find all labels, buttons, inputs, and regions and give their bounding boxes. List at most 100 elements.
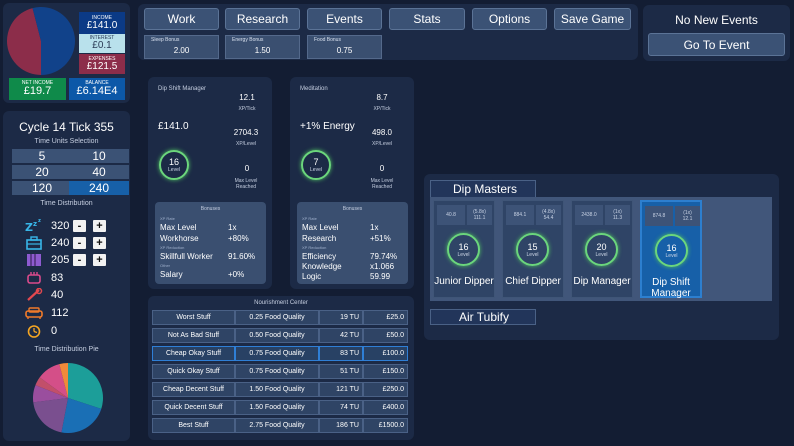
nourishment-row[interactable]: Best Stuff 2.75 Food Quality 186 TU £1500.0 (152, 418, 408, 433)
career-card[interactable]: 2438.0 (1x) 11.3 20 Level Dip Manager (571, 200, 633, 298)
nourishment-row[interactable]: Cheap Okay Stuff 0.75 Food Quality 83 TU £1… (152, 346, 408, 361)
food-icon (27, 272, 41, 284)
events-status: No New Events (675, 13, 758, 27)
job-xp-tick: 12.1 (239, 93, 255, 102)
job-xp-level: 2704.3 (233, 128, 259, 137)
study-minus-button[interactable]: - (73, 254, 86, 266)
food-bonus-label: Food Bonus (314, 37, 341, 43)
time-pie-slice-0 (68, 363, 103, 409)
skill-title: Meditation (300, 86, 328, 92)
card-stat-b-value: 11.3 (612, 215, 623, 221)
card-level-label: Level (665, 252, 678, 259)
skill-max-level-reached-label: Max Level Reached (370, 178, 394, 190)
nourishment-row[interactable]: Quick Decent Stuff 1.50 Food Quality 74 TU… (152, 400, 408, 415)
nourishment-row[interactable]: Quick Okay Stuff 0.75 Food Quality 51 TU £1… (152, 364, 408, 379)
skill-panel: Meditation +1% Energy 8.7 XP/Tick 498.0 … (290, 77, 414, 289)
card-stat-a: 874.8 (645, 206, 673, 226)
food-cost: £150.0 (363, 364, 408, 379)
net-income-label: NET INCOME (21, 80, 54, 86)
skill-bonuses-title: Bonuses (342, 206, 363, 212)
next-career-title: Air Tubify (459, 310, 510, 324)
sleep-icon: Z z z (25, 218, 41, 232)
expenses-box: EXPENSES £121.5 (79, 54, 125, 74)
card-level: 16 (666, 242, 677, 253)
card-stat-b-multiplier: (5.8x) (473, 209, 486, 215)
food-cost: £25.0 (363, 310, 408, 325)
card-stat-a-value: 884.1 (513, 212, 527, 218)
job-level-ring: 16 Level (159, 150, 189, 180)
nourishment-row[interactable]: Cheap Decent Stuff 1.50 Food Quality 121 T… (152, 382, 408, 397)
job-level-label: Level (168, 167, 180, 173)
save-game-button[interactable]: Save Game (554, 8, 631, 30)
income-label: INCOME (92, 14, 112, 21)
time-unit-120[interactable]: 120 (12, 181, 72, 195)
time-panel: Cycle 14 Tick 355 Time Units Selection 5… (3, 111, 130, 441)
research-button[interactable]: Research (225, 8, 300, 30)
food-tu: 74 TU (319, 400, 363, 415)
time-unit-10[interactable]: 10 (69, 149, 129, 163)
sleep-plus-button[interactable]: + (93, 220, 106, 232)
career-card[interactable]: 884.1 (4.8x) 54.4 15 Level Chief Dipper (502, 200, 564, 298)
time-unit-20[interactable]: 20 (12, 165, 72, 179)
card-stat-b-multiplier: (1x) (683, 210, 692, 216)
balance-label: BALANCE (85, 80, 109, 86)
career-card[interactable]: 874.8 (1x) 12.1 16 Level Dip Shift Manager (640, 200, 702, 298)
next-career-tab[interactable]: Air Tubify (430, 309, 536, 325)
food-name: Quick Decent Stuff (152, 400, 235, 415)
card-stat-b-multiplier: (4.8x) (542, 209, 555, 215)
work-plus-button[interactable]: + (93, 237, 106, 249)
food-name: Worst Stuff (152, 310, 235, 325)
job-bonus-value-2: 91.60% (228, 252, 256, 261)
food-tu: 186 TU (319, 418, 363, 433)
skill-xp-reduction-label: XP Reduction (302, 245, 327, 250)
work-minus-button[interactable]: - (73, 237, 86, 249)
card-stat-b: (5.8x) 111.1 (467, 205, 492, 225)
time-unit-40[interactable]: 40 (69, 165, 129, 179)
go-to-event-button[interactable]: Go To Event (648, 33, 785, 56)
time-units-label: Time Units Selection (34, 138, 99, 145)
skill-xp-level-label: XP/Level (371, 141, 392, 147)
nourishment-row[interactable]: Worst Stuff 0.25 Food Quality 19 TU £25.0 (152, 310, 408, 325)
stats-button[interactable]: Stats (389, 8, 465, 30)
card-stat-b-value: 54.4 (543, 215, 554, 221)
clock-icon (27, 325, 41, 338)
food-bonus-box: Food Bonus 0.75 (307, 35, 382, 59)
food-quality: 0.50 Food Quality (235, 328, 319, 343)
sleep-bonus-label: Sleep Bonus (151, 37, 180, 43)
events-button[interactable]: Events (307, 8, 382, 30)
time-distribution-pie-chart (33, 363, 103, 433)
skill-max-level-reached: 0 (379, 164, 385, 173)
food-tu: 83 TU (319, 346, 363, 361)
career-title-tab: Dip Masters (430, 180, 536, 197)
nav-panel: Work Research Events Stats Options Save … (138, 4, 638, 60)
tools-icon (27, 288, 43, 301)
net-income-value: £19.7 (23, 85, 52, 97)
job-bonuses-box: Bonuses XP Rate Max Level 1x Workhorse +… (155, 202, 266, 284)
food-quality: 2.75 Food Quality (235, 418, 319, 433)
time-pie-slice-2 (33, 398, 68, 433)
card-level-ring: 15 Level (516, 233, 549, 266)
sleep-minus-button[interactable]: - (73, 220, 86, 232)
card-stat-b: (1x) 12.1 (675, 206, 700, 226)
skill-bonus-name-2: Efficiency (302, 252, 337, 261)
food-value: 83 (51, 272, 64, 284)
food-cost: £100.0 (363, 346, 408, 361)
nourishment-row[interactable]: Not As Bad Stuff 0.50 Food Quality 42 TU £5… (152, 328, 408, 343)
career-card[interactable]: 40.8 (5.8x) 111.1 16 Level Junior Dipper (433, 200, 495, 298)
card-level-ring: 20 Level (585, 233, 618, 266)
skill-bonuses-box: Bonuses XP Rate Max Level 1x Research +5… (297, 202, 408, 284)
card-name: Dip Shift Manager (651, 277, 691, 299)
time-unit-5[interactable]: 5 (12, 149, 72, 163)
study-plus-button[interactable]: + (93, 254, 106, 266)
nourishment-title: Nourishment Center (254, 300, 308, 306)
skill-level: 7 (313, 157, 319, 167)
job-xp-level-label: XP/Level (235, 141, 256, 147)
briefcase-icon (26, 236, 42, 250)
time-unit-240[interactable]: 240 (69, 181, 129, 195)
food-bonus-value: 0.75 (336, 46, 353, 55)
sleep-value: 320 (51, 220, 70, 232)
food-tu: 121 TU (319, 382, 363, 397)
work-button[interactable]: Work (144, 8, 219, 30)
options-button[interactable]: Options (472, 8, 547, 30)
card-stat-a: 2438.0 (575, 205, 603, 225)
